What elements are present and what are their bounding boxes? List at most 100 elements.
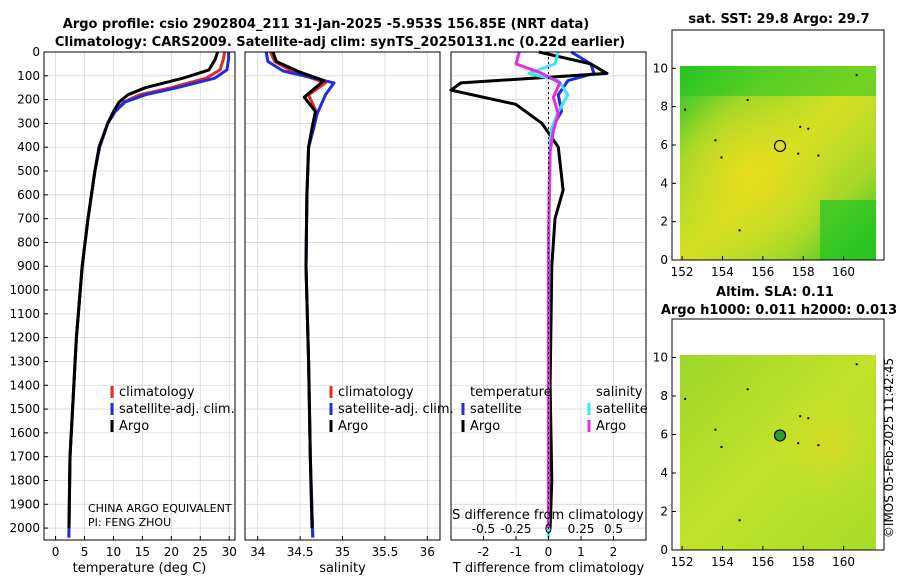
diff-secondary-tick-4: 0.5 bbox=[604, 522, 623, 536]
sst-island-7 bbox=[797, 152, 800, 155]
temp-series-0 bbox=[67, 51, 227, 538]
sla-island-8 bbox=[817, 444, 820, 447]
sla-ytick-label-4: 8 bbox=[660, 389, 668, 403]
temperature-profile-panel: 0 5 10 15 20 25 30 temperature (deg C) 0 100 200 30… bbox=[9, 45, 236, 576]
sst-island-8 bbox=[817, 154, 820, 157]
sla-xtick-label-3: 158 bbox=[792, 555, 815, 569]
temp-xlabel: temperature (deg C) bbox=[73, 561, 207, 576]
temp-ytick-label-19: 1900 bbox=[9, 497, 40, 511]
sla-xtick-label-1: 154 bbox=[711, 555, 734, 569]
map-axes: 152 154 156 158 160 0 2 4 6 8 10 152 154 156 158 160 0 2 4… bbox=[653, 29, 885, 569]
sla-island-2 bbox=[746, 388, 749, 391]
imos-credit: ©IMOS 05-Feb-2025 11:42:45 bbox=[882, 358, 896, 538]
temp-ytick-label-17: 1700 bbox=[9, 450, 40, 464]
sla-map-title: Altim. SLA: 0.11 bbox=[716, 285, 834, 300]
sla-map-subtitle: Argo h1000: 0.011 h2000: 0.013 bbox=[661, 303, 897, 318]
temp-series-2 bbox=[67, 51, 220, 529]
temp-ytick-label-16: 1600 bbox=[9, 426, 40, 440]
sla-ytick-label-1: 2 bbox=[660, 505, 668, 519]
sla-island-5 bbox=[855, 363, 858, 366]
legend-argo-label: Argo bbox=[119, 419, 149, 434]
sal-xtick-label-3: 35.5 bbox=[372, 545, 399, 559]
sal-legend-climatology-label: climatology bbox=[338, 385, 414, 400]
sla-island-4 bbox=[807, 417, 810, 420]
sst-island-3 bbox=[799, 125, 802, 128]
temp-frame bbox=[43, 51, 236, 541]
sst-island-4 bbox=[807, 127, 810, 130]
temp-ytick-label-6: 600 bbox=[17, 188, 40, 202]
figure-title-line2: Climatology: CARS2009. Satellite-adj cli… bbox=[55, 35, 625, 50]
temp-ytick-label-9: 900 bbox=[17, 259, 40, 273]
sla-island-1 bbox=[714, 428, 717, 431]
temp-ytick-label-4: 400 bbox=[17, 140, 40, 154]
diff-secondary-tick-0: -0.5 bbox=[472, 522, 495, 536]
sst-xtick-label-0: 152 bbox=[671, 265, 694, 279]
difference-profile-panel: -2 -1 0 1 2 T difference from climatology S di… bbox=[449, 50, 647, 576]
sal-series-0 bbox=[269, 51, 327, 538]
sst-island-6 bbox=[738, 229, 741, 232]
temp-ytick-label-5: 500 bbox=[17, 164, 40, 178]
diff-legend-temperature-header: temperature bbox=[470, 385, 552, 400]
diff-xlabel: T difference from climatology bbox=[452, 561, 645, 576]
sst-map-title: sat. SST: 29.8 Argo: 29.7 bbox=[688, 12, 869, 27]
diff-secondary-tick-3: 0.25 bbox=[568, 522, 595, 536]
legend-climatology-label: climatology bbox=[119, 385, 195, 400]
sla-island-6 bbox=[738, 519, 741, 522]
temp-xtick-label-5: 25 bbox=[193, 545, 208, 559]
sal-xtick-label-4: 36 bbox=[420, 545, 435, 559]
sla-warm-anomaly bbox=[680, 355, 876, 550]
sla-map-panel bbox=[680, 355, 876, 550]
temp-ytick-label-13: 1300 bbox=[9, 354, 40, 368]
sla-ytick-label-3: 6 bbox=[660, 428, 668, 442]
temp-xtick-label-3: 15 bbox=[135, 545, 150, 559]
difference-legend: temperature salinity satellite Argo sate… bbox=[461, 385, 648, 434]
sla-ytick-label-5: 10 bbox=[653, 351, 668, 365]
sst-ytick-label-2: 4 bbox=[660, 176, 668, 190]
sal-xtick-label-2: 35 bbox=[335, 545, 350, 559]
diff-legend-sal-argo-label: Argo bbox=[596, 419, 626, 434]
diff-xtick-label-2: 0 bbox=[545, 545, 553, 559]
sst-ytick-label-3: 6 bbox=[660, 138, 668, 152]
sst-xtick-label-4: 160 bbox=[832, 265, 855, 279]
diff-secondary-tick-2: 0 bbox=[545, 522, 553, 536]
temp-ytick-label-1: 100 bbox=[17, 69, 40, 83]
sst-southeast-band bbox=[820, 200, 876, 260]
diff-legend-temp-argo-label: Argo bbox=[470, 419, 500, 434]
legend-satellite-label: satellite-adj. clim. bbox=[119, 402, 235, 417]
sal-legend-satellite-label: satellite-adj. clim. bbox=[338, 402, 454, 417]
diff-series-3 bbox=[514, 51, 562, 529]
temp-ytick-label-7: 700 bbox=[17, 212, 40, 226]
sal-xlabel: salinity bbox=[319, 561, 366, 576]
diff-xtick-label-3: 1 bbox=[577, 545, 585, 559]
temp-ytick-label-2: 200 bbox=[17, 93, 40, 107]
diff-secondary-tick-1: -0.25 bbox=[500, 522, 531, 536]
temp-ytick-label-11: 1100 bbox=[9, 307, 40, 321]
sst-ytick-label-4: 8 bbox=[660, 100, 668, 114]
sst-map-panel bbox=[680, 66, 876, 260]
sla-xtick-label-2: 156 bbox=[751, 555, 774, 569]
sst-island-1 bbox=[714, 139, 717, 142]
temp-ytick-label-20: 2000 bbox=[9, 521, 40, 535]
sla-island-3 bbox=[799, 415, 802, 418]
diff-secondary-xlabel: S difference from climatology bbox=[452, 508, 644, 523]
sst-argo-marker bbox=[773, 139, 787, 153]
temp-ytick-label-10: 1000 bbox=[9, 283, 40, 297]
sst-north-band bbox=[680, 66, 876, 96]
temp-ytick-label-12: 1200 bbox=[9, 331, 40, 345]
sst-island-2 bbox=[746, 99, 749, 101]
temp-xtick-label-0: 0 bbox=[52, 545, 60, 559]
annotation-china-argo: CHINA ARGO EQUIVALENT bbox=[88, 502, 232, 515]
sla-xtick-label-4: 160 bbox=[832, 555, 855, 569]
sal-xtick-label-1: 34.5 bbox=[287, 545, 314, 559]
sst-ytick-label-1: 2 bbox=[660, 215, 668, 229]
salinity-profile-panel: 34 34.5 35 35.5 36 salinity bbox=[244, 51, 441, 576]
sal-legend-argo-label: Argo bbox=[338, 419, 368, 434]
temp-xtick-label-2: 10 bbox=[106, 545, 121, 559]
annotation-pi: PI: FENG ZHOU bbox=[88, 516, 171, 529]
sla-xtick-label-0: 152 bbox=[671, 555, 694, 569]
sst-xtick-label-1: 154 bbox=[711, 265, 734, 279]
sst-ytick-label-0: 0 bbox=[660, 253, 668, 267]
temp-xtick-label-6: 30 bbox=[222, 545, 237, 559]
sst-island-5 bbox=[855, 74, 858, 77]
